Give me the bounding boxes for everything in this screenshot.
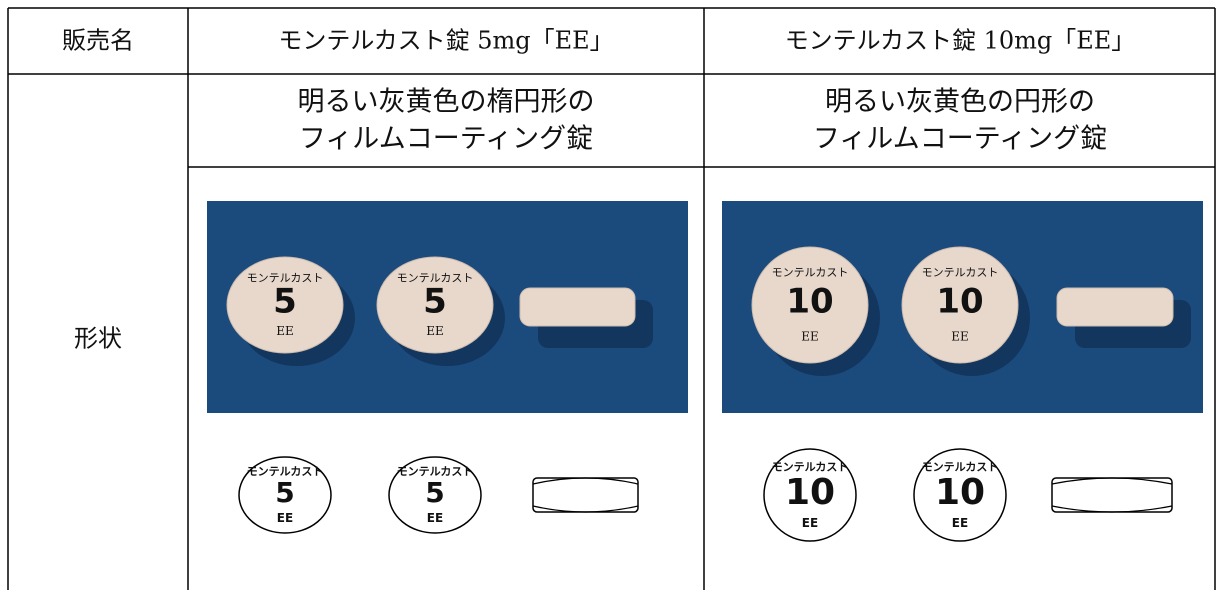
description: 明るい灰黄色の円形の: [825, 87, 1095, 118]
pill-side-drawing: [532, 477, 639, 513]
imprint-strength: 10: [785, 472, 835, 513]
pill-drawing: [238, 456, 332, 534]
imprint-code: EE: [427, 511, 443, 525]
imprint-name: モンテルカスト: [772, 266, 849, 279]
pill-photo: [901, 246, 1019, 364]
imprint-name: モンテルカスト: [922, 460, 999, 473]
imprint-code: EE: [426, 324, 444, 338]
imprint-name: モンテルカスト: [247, 272, 324, 285]
header-cell: モンテルカスト錠 5mg「EE」: [278, 27, 613, 55]
imprint-name: モンテルカスト: [247, 465, 324, 478]
imprint-code: EE: [276, 324, 294, 338]
pill-photo: [226, 256, 344, 354]
imprint-code: EE: [277, 511, 293, 525]
imprint-strength: 5: [275, 476, 294, 509]
pill-side-curve: [1051, 477, 1173, 513]
imprint-code: EE: [951, 329, 969, 343]
header-cell: モンテルカスト錠 10mg「EE」: [785, 27, 1136, 55]
row-label: 形状: [74, 325, 122, 353]
imprint-strength: 10: [936, 282, 983, 322]
description: フィルムコーティング錠: [299, 124, 593, 155]
pill-side-drawing: [1051, 477, 1173, 513]
header-cell: 販売名: [62, 27, 134, 55]
imprint-strength: 5: [273, 282, 297, 322]
imprint-code: EE: [802, 516, 818, 530]
pill-photo: [376, 256, 494, 354]
pill-side-curve: [532, 477, 639, 513]
pill-side-photo: [519, 287, 636, 327]
description: 明るい灰黄色の楕円形の: [298, 87, 595, 118]
pill-side-photo: [1056, 287, 1174, 327]
pill-drawing: [913, 448, 1007, 542]
imprint-strength: 10: [786, 282, 833, 322]
imprint-code: EE: [801, 329, 819, 343]
pill-drawing: [763, 448, 857, 542]
imprint-strength: 5: [425, 476, 444, 509]
imprint-name: モンテルカスト: [397, 272, 474, 285]
imprint-strength: 10: [935, 472, 985, 513]
description: フィルムコーティング錠: [813, 124, 1107, 155]
imprint-name: モンテルカスト: [772, 460, 849, 473]
imprint-name: モンテルカスト: [397, 465, 474, 478]
imprint-strength: 5: [423, 282, 447, 322]
pill-photo: [751, 246, 869, 364]
imprint-code: EE: [952, 516, 968, 530]
pill-drawing: [388, 456, 482, 534]
imprint-name: モンテルカスト: [922, 266, 999, 279]
